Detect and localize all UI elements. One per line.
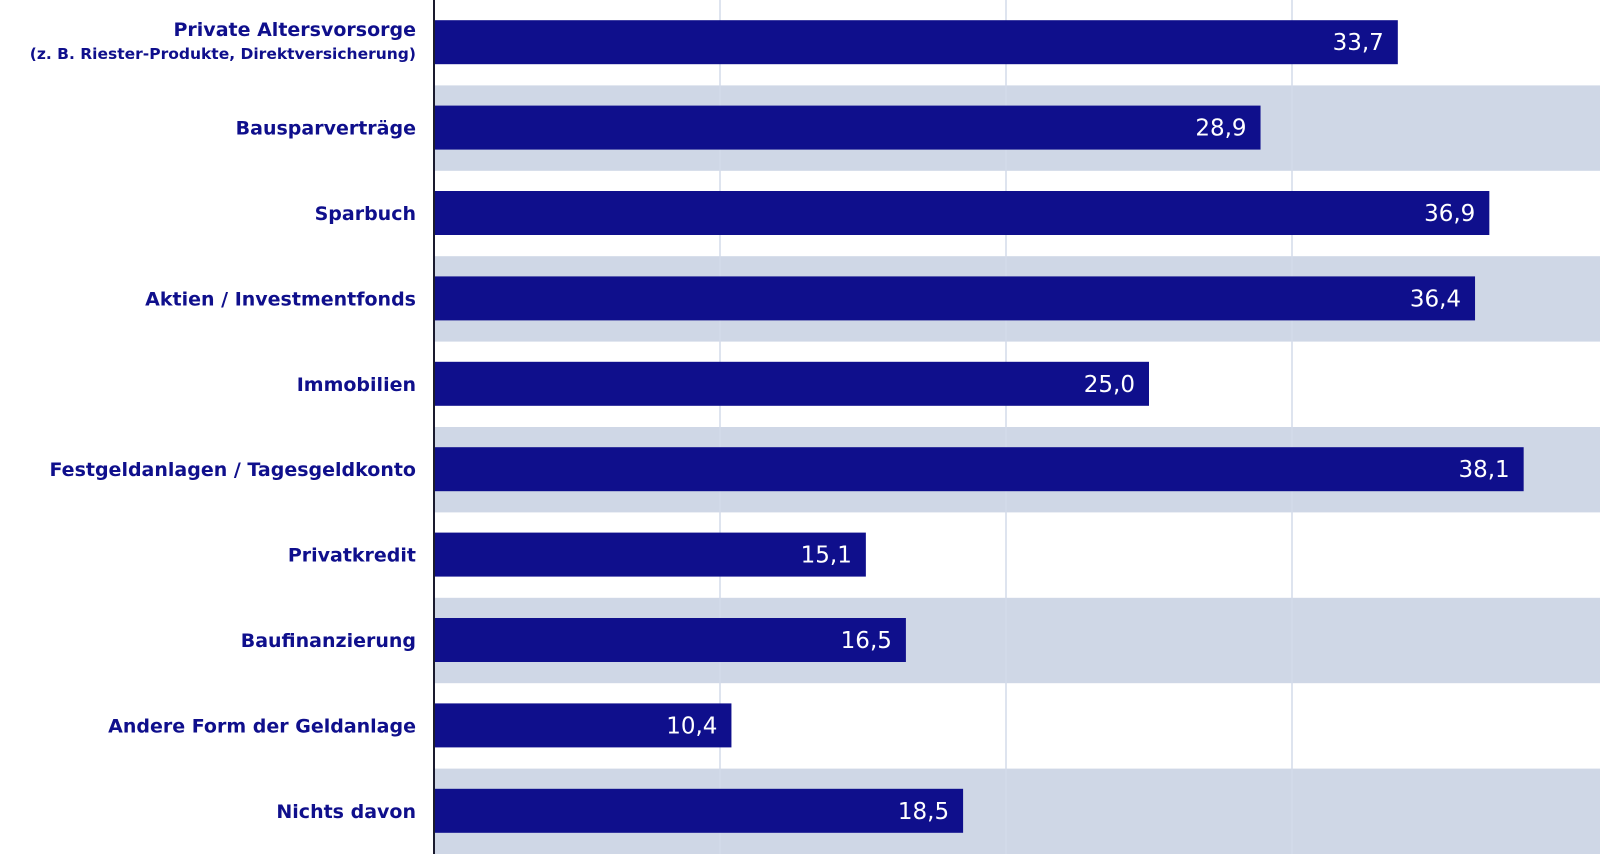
bar bbox=[434, 20, 1398, 65]
category-label: Baufinanzierung bbox=[241, 630, 416, 652]
value-label: 25,0 bbox=[1084, 372, 1135, 398]
category-label: Andere Form der Geldanlage bbox=[108, 715, 416, 737]
value-label: 15,1 bbox=[801, 543, 852, 569]
bars bbox=[434, 20, 1524, 833]
category-label: Privatkredit bbox=[288, 545, 416, 567]
value-labels: 33,7 28,9 36,9 36,4 25,0 38,1 15,1 16,5 10,4 18,5 bbox=[666, 30, 1509, 825]
category-label: Aktien / Investmentfonds bbox=[145, 288, 416, 310]
category-label: Festgeldanlagen / Tagesgeldkonto bbox=[49, 459, 416, 481]
value-label: 38,1 bbox=[1458, 457, 1509, 483]
value-label: 33,7 bbox=[1333, 30, 1384, 56]
bar bbox=[434, 618, 906, 662]
value-label: 18,5 bbox=[898, 799, 949, 825]
bar bbox=[434, 447, 1524, 492]
bar bbox=[434, 703, 732, 748]
value-label: 36,4 bbox=[1410, 286, 1461, 312]
category-label: Immobilien bbox=[297, 374, 416, 396]
bar bbox=[434, 105, 1261, 150]
category-label: Nichts davon bbox=[276, 801, 416, 823]
bar bbox=[434, 361, 1149, 406]
bar bbox=[434, 191, 1490, 235]
value-label: 10,4 bbox=[666, 713, 717, 739]
value-label: 28,9 bbox=[1195, 116, 1246, 142]
bar bbox=[434, 276, 1476, 321]
category-label: Private Altersvorsorge bbox=[174, 19, 417, 41]
value-label: 16,5 bbox=[841, 628, 892, 654]
category-label: Sparbuch bbox=[315, 203, 416, 225]
category-label: Bausparverträge bbox=[236, 118, 416, 140]
category-sublabel: (z. B. Riester-Produkte, Direktversicher… bbox=[30, 45, 416, 63]
bar bbox=[434, 788, 964, 833]
bar bbox=[434, 532, 866, 577]
category-labels: Private Altersvorsorge (z. B. Riester-Pro… bbox=[30, 19, 416, 823]
value-label: 36,9 bbox=[1424, 201, 1475, 227]
